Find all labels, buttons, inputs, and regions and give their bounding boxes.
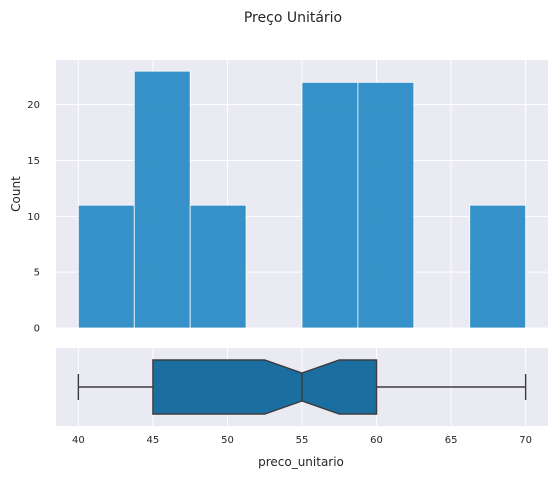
box-body bbox=[153, 360, 377, 414]
histogram-bar-7 bbox=[470, 205, 526, 328]
chart-title: Preço Unitário bbox=[244, 10, 342, 26]
y-tick-label-0: 0 bbox=[34, 324, 40, 335]
y-tick-label-1: 5 bbox=[34, 268, 40, 279]
x-axis-label: preco_unitario bbox=[258, 455, 344, 469]
x-tick-label-6: 70 bbox=[519, 435, 532, 446]
histogram-y-ticks: 0 5 10 15 20 bbox=[27, 100, 40, 334]
histogram-bar-5 bbox=[358, 82, 414, 328]
boxplot-panel: 40 45 50 55 60 65 70 preco_unitario bbox=[56, 348, 548, 469]
x-tick-label-5: 65 bbox=[445, 435, 458, 446]
x-tick-label-2: 50 bbox=[221, 435, 234, 446]
x-tick-label-0: 40 bbox=[72, 435, 85, 446]
x-tick-label-1: 45 bbox=[147, 435, 160, 446]
boxplot-x-ticks: 40 45 50 55 60 65 70 bbox=[72, 435, 532, 446]
x-tick-label-4: 60 bbox=[370, 435, 383, 446]
histogram-bar-0 bbox=[78, 205, 134, 328]
histogram-panel: 0 5 10 15 20 Count bbox=[9, 60, 548, 335]
y-tick-label-4: 20 bbox=[27, 100, 40, 111]
histogram-bar-4 bbox=[302, 82, 358, 328]
histogram-bar-1 bbox=[134, 71, 190, 328]
x-tick-label-3: 55 bbox=[296, 435, 309, 446]
histogram-bar-2 bbox=[190, 205, 246, 328]
y-tick-label-3: 15 bbox=[27, 156, 40, 167]
y-tick-label-2: 10 bbox=[27, 212, 40, 223]
y-axis-label: Count bbox=[9, 176, 23, 212]
